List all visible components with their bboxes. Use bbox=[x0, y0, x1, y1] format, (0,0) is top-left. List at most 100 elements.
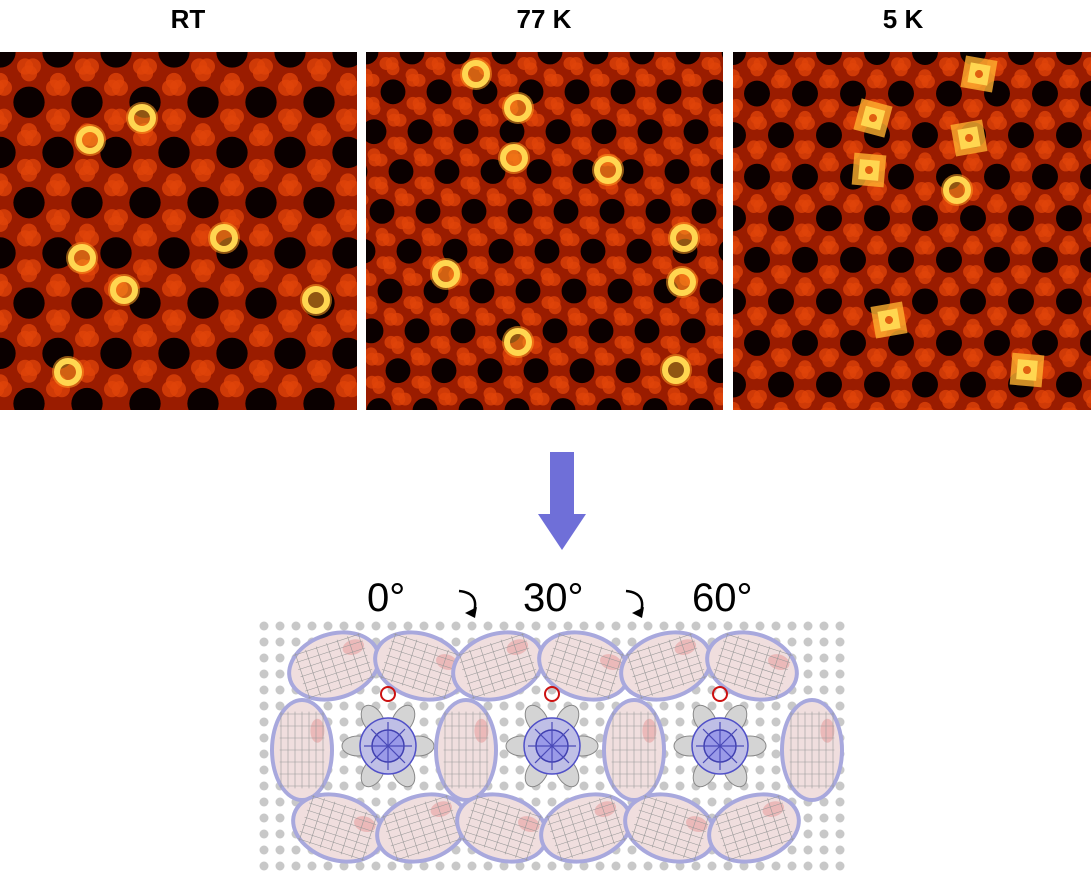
stm-blob bbox=[166, 316, 182, 332]
stm-blob bbox=[990, 312, 1003, 325]
stm-blob bbox=[678, 193, 691, 206]
stm-pore bbox=[792, 164, 818, 190]
stm-blob bbox=[373, 381, 386, 394]
stm-blob bbox=[199, 130, 215, 146]
lattice-atom bbox=[420, 702, 429, 711]
lattice-atom bbox=[260, 654, 269, 663]
stm-blob bbox=[617, 62, 630, 75]
stm-pore bbox=[470, 279, 495, 304]
stm-blob bbox=[112, 80, 128, 96]
stm-blob bbox=[257, 230, 273, 246]
lattice-atom bbox=[292, 638, 301, 647]
stm-blob bbox=[540, 193, 553, 206]
lattice-atom bbox=[820, 638, 829, 647]
stm-blob bbox=[670, 114, 683, 127]
stm-blob bbox=[777, 241, 790, 254]
lattice-atom bbox=[788, 638, 797, 647]
lattice-atom bbox=[820, 670, 829, 679]
stm-pore bbox=[570, 358, 595, 383]
stm-blob bbox=[170, 381, 186, 397]
stm-blob bbox=[199, 331, 215, 347]
porphyrin-molecule bbox=[342, 687, 434, 791]
lattice-atom bbox=[260, 766, 269, 775]
lattice-atom bbox=[388, 702, 397, 711]
stm-pore bbox=[744, 330, 770, 356]
stm-blob bbox=[170, 281, 186, 297]
stm-blob bbox=[282, 115, 298, 131]
stm-image-rt bbox=[0, 52, 357, 410]
stm-blob bbox=[873, 75, 886, 88]
stm-bright-cross bbox=[960, 55, 997, 92]
lattice-atom bbox=[276, 862, 285, 871]
stm-pore bbox=[1032, 164, 1058, 190]
lattice-atom bbox=[804, 622, 813, 631]
stm-blob bbox=[1038, 229, 1051, 242]
stm-blob bbox=[475, 233, 488, 246]
stm-blob bbox=[801, 366, 814, 379]
stm-blob bbox=[694, 353, 707, 366]
stm-blob bbox=[137, 366, 153, 382]
stm-pore bbox=[912, 205, 938, 231]
lattice-atom bbox=[740, 622, 749, 631]
stm-blob bbox=[224, 115, 240, 131]
lattice-atom bbox=[340, 718, 349, 727]
panel-title-5k: 5 K bbox=[803, 4, 1003, 35]
stm-blob bbox=[1062, 354, 1075, 367]
lattice-atom bbox=[548, 862, 557, 871]
stm-bright-cross bbox=[852, 153, 887, 188]
stm-blob bbox=[969, 158, 982, 171]
stm-blob bbox=[522, 262, 535, 275]
stm-blob bbox=[667, 313, 680, 326]
lattice-atom bbox=[692, 622, 701, 631]
lattice-atom bbox=[260, 638, 269, 647]
lattice-atom bbox=[436, 702, 445, 711]
lattice-atom bbox=[660, 702, 669, 711]
stm-blob bbox=[395, 142, 408, 155]
graphene-flake bbox=[278, 619, 390, 713]
stm-blob bbox=[108, 316, 124, 332]
lattice-atom bbox=[372, 622, 381, 631]
stm-blob bbox=[870, 354, 883, 367]
lattice-atom bbox=[660, 862, 669, 871]
stm-pore bbox=[524, 358, 549, 383]
stm-blob bbox=[583, 393, 596, 406]
graphene-flake bbox=[696, 619, 808, 713]
lattice-atom bbox=[548, 782, 557, 791]
stm-blob bbox=[468, 182, 481, 195]
stm-pore bbox=[416, 199, 441, 224]
stm-blob bbox=[511, 381, 524, 394]
stm-blob bbox=[21, 366, 37, 382]
lattice-atom bbox=[516, 718, 525, 727]
lattice-atom bbox=[292, 862, 301, 871]
stm-blob bbox=[21, 166, 37, 182]
stm-blob bbox=[253, 366, 269, 382]
stm-blob bbox=[195, 65, 211, 81]
lattice-atom bbox=[804, 830, 813, 839]
stm-pore bbox=[1056, 122, 1082, 148]
lattice-atom bbox=[532, 862, 541, 871]
lattice-atom bbox=[260, 862, 269, 871]
stm-blob bbox=[54, 80, 70, 96]
stm-blob bbox=[315, 130, 331, 146]
stm-pore bbox=[864, 372, 890, 398]
stm-pore bbox=[274, 137, 305, 168]
lattice-atom bbox=[324, 622, 333, 631]
stm-pore bbox=[508, 199, 533, 224]
stm-pore bbox=[816, 122, 842, 148]
stm-blob bbox=[798, 229, 811, 242]
stm-blob bbox=[945, 366, 958, 379]
stm-blob bbox=[894, 395, 907, 408]
lattice-atom bbox=[436, 622, 445, 631]
stm-blob bbox=[384, 262, 397, 275]
stm-blob bbox=[487, 142, 500, 155]
lattice-atom bbox=[756, 862, 765, 871]
graphene-flake bbox=[270, 698, 334, 802]
angle-label-0: 0° bbox=[367, 576, 405, 621]
stm-pore bbox=[984, 247, 1010, 273]
lattice-atom bbox=[596, 702, 605, 711]
stm-blob bbox=[921, 324, 934, 337]
stm-pore bbox=[1032, 330, 1058, 356]
lattice-atom bbox=[292, 622, 301, 631]
stm-blob bbox=[575, 313, 588, 326]
lattice-atom bbox=[628, 622, 637, 631]
